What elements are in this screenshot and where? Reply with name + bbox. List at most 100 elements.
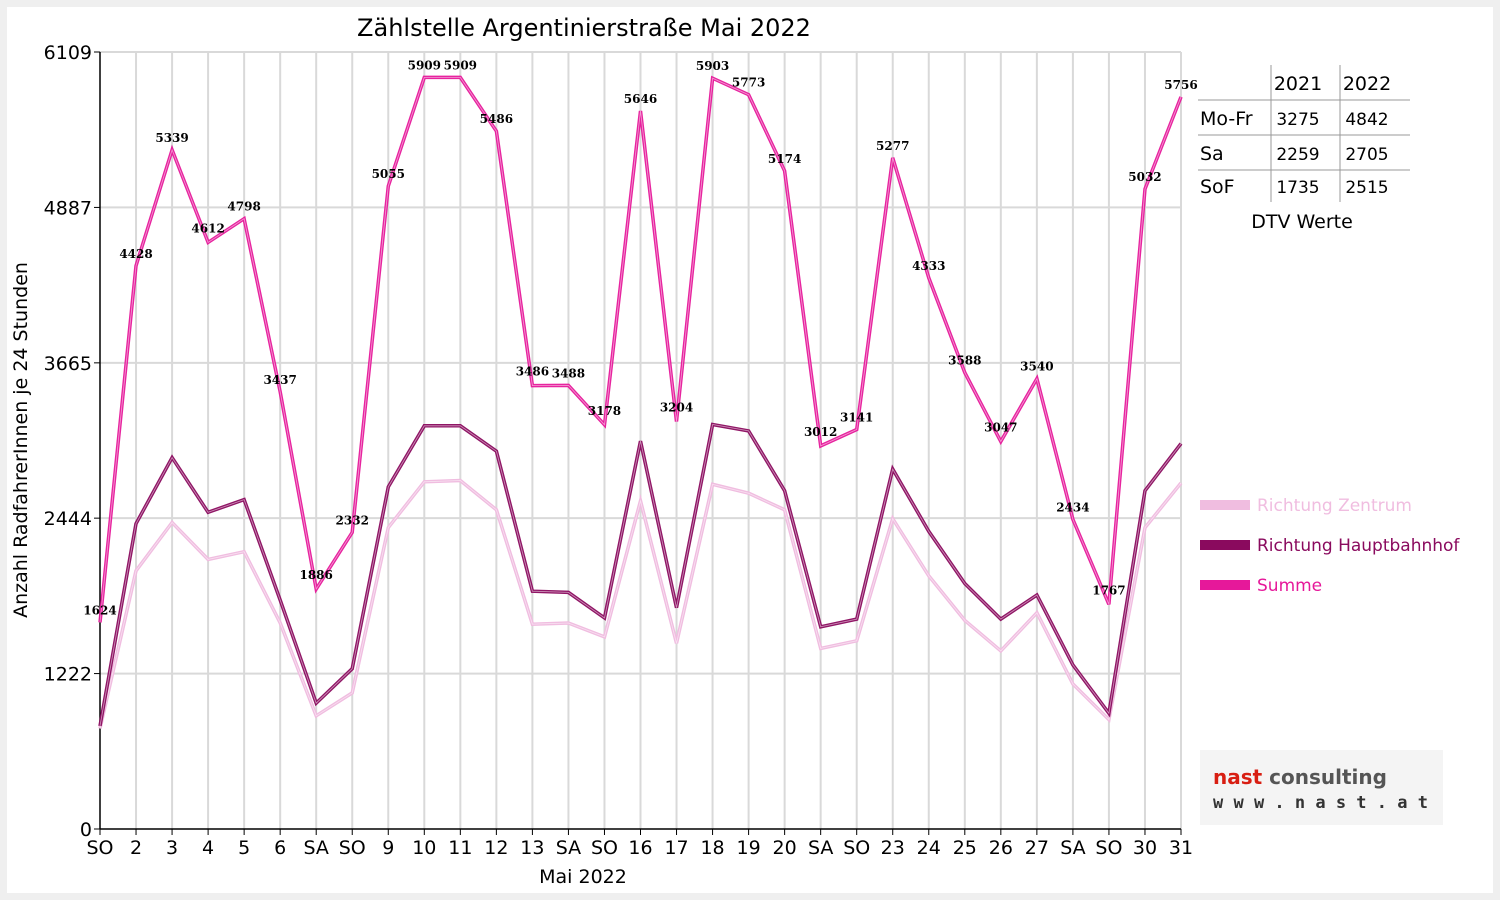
data-label-summe: 3588 — [948, 354, 981, 368]
dtv-row-label-sof: SoF — [1200, 176, 1235, 198]
x-tick-label: 2 — [130, 837, 142, 859]
dtv-mofr-2021: 3275 — [1276, 110, 1319, 130]
legend-swatch-hauptbahnhof — [1200, 540, 1250, 550]
data-label-summe: 5486 — [480, 112, 513, 126]
y-tick-label: 0 — [80, 819, 92, 841]
chart-background — [7, 7, 1493, 893]
data-label-summe: 3486 — [516, 365, 549, 379]
data-label-summe: 5646 — [624, 92, 657, 106]
series-line-hauptbahnhof-highlight — [99, 424, 1182, 727]
dtv-sa-2021: 2259 — [1276, 145, 1319, 165]
data-label-summe: 5773 — [732, 76, 765, 90]
x-tick-label: 18 — [700, 837, 724, 859]
y-tick-label: 3665 — [44, 353, 92, 375]
data-label-summe: 1767 — [1092, 583, 1125, 597]
dtv-row-label-mofr: Mo-Fr — [1200, 108, 1253, 130]
dtv-table: 2021 2022 Mo-Fr 3275 4842 Sa 2259 2705 S… — [1198, 65, 1410, 233]
x-tick-label: 27 — [1025, 837, 1049, 859]
data-label-summe: 3204 — [660, 400, 693, 414]
legend-swatch-zentrum — [1200, 500, 1250, 510]
data-label-summe: 4333 — [912, 259, 945, 273]
data-label-summe: 3047 — [984, 420, 1017, 434]
x-tick-label: 12 — [484, 837, 508, 859]
x-tick-label: 9 — [382, 837, 394, 859]
x-axis-title: Mai 2022 — [539, 866, 627, 888]
x-tick-label: SA — [808, 837, 833, 859]
data-label-summe: 5032 — [1128, 170, 1161, 184]
data-label-summe: 3178 — [588, 404, 621, 418]
legend-label-zentrum: Richtung Zentrum — [1257, 496, 1412, 516]
x-tick-label: 19 — [737, 837, 761, 859]
legend-label-summe: Summe — [1257, 576, 1322, 596]
data-label-summe: 3012 — [804, 425, 837, 439]
x-tick-label: SO — [86, 837, 113, 859]
data-label-summe: 5903 — [696, 59, 729, 73]
y-tick-label: 6109 — [44, 42, 92, 64]
x-tick-label: 30 — [1133, 837, 1157, 859]
y-axis-title: Anzahl RadfahrerInnen je 24 Stunden — [10, 262, 32, 618]
logo-url: w w w . n a s t . a t — [1213, 793, 1428, 813]
x-tick-label: SO — [591, 837, 618, 859]
x-tick-label: 25 — [953, 837, 977, 859]
dtv-caption: DTV Werte — [1251, 211, 1353, 233]
x-tick-label: 11 — [448, 837, 472, 859]
dtv-header-2021: 2021 — [1274, 73, 1322, 95]
logo-wordmark: nast consulting — [1213, 765, 1387, 789]
legend-label-hauptbahnhof: Richtung Hauptbahnhof — [1257, 536, 1460, 556]
data-label-summe: 2434 — [1056, 500, 1089, 514]
legend: Richtung Zentrum Richtung Hauptbahnhof S… — [1200, 496, 1460, 596]
data-label-summe: 5909 — [408, 58, 441, 72]
data-label-summe: 5174 — [768, 152, 801, 166]
x-tick-label: SA — [303, 837, 328, 859]
x-tick-label: SO — [843, 837, 870, 859]
dtv-sof-2021: 1735 — [1276, 178, 1319, 198]
data-label-summe: 1886 — [299, 568, 332, 582]
data-label-summe: 2332 — [336, 513, 369, 527]
nast-consulting-logo: nast consulting w w w . n a s t . a t — [1200, 750, 1443, 825]
data-label-summe: 3540 — [1020, 360, 1053, 374]
y-tick-label: 2444 — [44, 508, 92, 530]
x-tick-label: SO — [1095, 837, 1122, 859]
data-label-summe: 4428 — [119, 247, 152, 261]
series-line-zentrum-highlight — [99, 480, 1182, 729]
data-label-summe: 4798 — [227, 200, 260, 214]
x-tick-label: 6 — [274, 837, 286, 859]
y-tick-label: 4887 — [44, 197, 92, 219]
x-tick-label: SA — [556, 837, 581, 859]
series-lines — [98, 75, 1183, 729]
x-tick-label: 16 — [628, 837, 652, 859]
dtv-sof-2022: 2515 — [1345, 178, 1388, 198]
x-tick-label: 5 — [238, 837, 250, 859]
data-label-summe: 3488 — [552, 366, 585, 380]
logo-wordmark-nast: nast — [1213, 765, 1263, 789]
chart-title: Zählstelle Argentinierstraße Mai 2022 — [357, 14, 811, 42]
logo-background — [1200, 750, 1443, 825]
data-label-summe: 3437 — [263, 373, 296, 387]
x-tick-label: 26 — [989, 837, 1013, 859]
x-tick-label: 24 — [917, 837, 941, 859]
series-line-summe-highlight — [99, 77, 1182, 623]
x-tick-label: SO — [339, 837, 366, 859]
data-label-summe: 1624 — [83, 603, 116, 617]
x-tick-label: 13 — [520, 837, 544, 859]
data-label-summe: 5277 — [876, 139, 909, 153]
x-tick-label: SA — [1060, 837, 1085, 859]
legend-swatch-summe — [1200, 580, 1250, 590]
x-tick-label: 4 — [202, 837, 214, 859]
logo-wordmark-consulting: consulting — [1262, 765, 1387, 789]
y-tick-label: 1222 — [44, 664, 92, 686]
data-label-summe: 4612 — [191, 221, 224, 235]
data-label-summe: 5055 — [372, 167, 405, 181]
dtv-header-2022: 2022 — [1343, 73, 1391, 95]
x-tick-label: 23 — [881, 837, 905, 859]
x-tick-label: 3 — [166, 837, 178, 859]
x-tick-label: 31 — [1169, 837, 1193, 859]
data-label-summe: 5909 — [444, 58, 477, 72]
dtv-mofr-2022: 4842 — [1345, 110, 1388, 130]
x-tick-label: 10 — [412, 837, 436, 859]
data-label-summe: 3141 — [840, 410, 873, 424]
